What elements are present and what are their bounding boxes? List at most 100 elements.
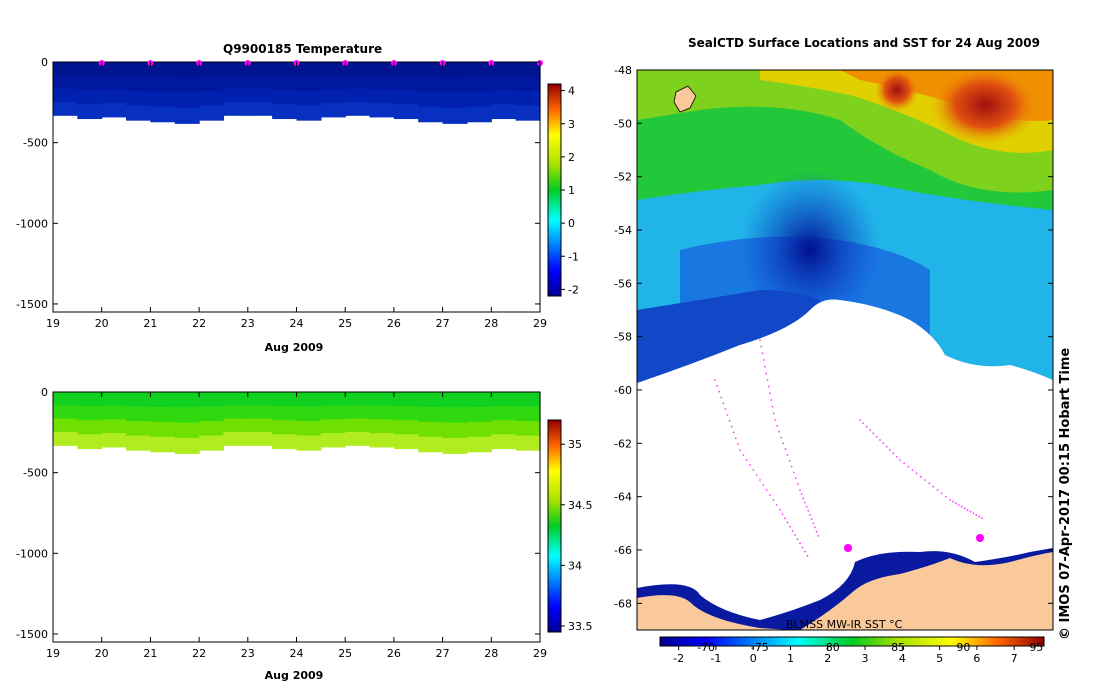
track-point: [882, 442, 885, 445]
track-point: [728, 419, 731, 422]
data-column-segment: [174, 422, 200, 439]
track-point: [895, 455, 898, 458]
data-column-segment: [223, 75, 249, 90]
data-column-segment: [272, 406, 298, 421]
data-column-segment: [466, 91, 492, 108]
data-column-segment: [223, 101, 249, 116]
track-point: [745, 459, 748, 461]
temperature-x-axis: 19 20 21 22 23 24 25 26 27 28 29: [46, 62, 547, 330]
track-point: [716, 384, 718, 387]
colorbar-tick-label: 1: [568, 184, 575, 197]
track-point: [792, 471, 795, 474]
data-column-segment: [491, 90, 517, 105]
sst-secondary-tick-label: 85: [891, 641, 905, 654]
data-column-segment: [101, 405, 127, 421]
data-column-segment: [174, 107, 200, 124]
lat-tick-label: -62: [614, 437, 632, 450]
track-point: [761, 352, 764, 355]
track-point: [869, 429, 871, 431]
data-column-segment: [272, 76, 298, 91]
data-column-segment: [369, 75, 395, 91]
data-column-segment: [53, 101, 78, 116]
data-column-segment: [320, 62, 346, 77]
data-column-segment: [174, 392, 200, 408]
y-tick-label: -1500: [16, 628, 48, 641]
temperature-x-label: Aug 2009: [265, 341, 324, 354]
data-column-segment: [101, 392, 127, 407]
track-point: [780, 436, 783, 439]
x-tick-label: 21: [143, 647, 157, 660]
data-column-segment: [199, 76, 225, 92]
track-point: [778, 430, 781, 433]
data-column-segment: [77, 420, 103, 435]
sst-tick-label: 5: [936, 652, 943, 665]
track-point: [772, 412, 775, 415]
sst-secondary-tick-label: 95: [1029, 641, 1043, 654]
track-point: [899, 459, 901, 461]
data-column-segment: [126, 435, 151, 451]
track-point: [720, 396, 723, 399]
data-column-segment: [247, 75, 273, 90]
data-column-segment: [150, 406, 176, 423]
x-tick-label: 26: [387, 317, 401, 330]
colorbar-tick-label: 0: [568, 217, 575, 230]
y-tick-label: 0: [41, 386, 48, 399]
data-column-segment: [53, 62, 78, 76]
track-point: [799, 489, 801, 491]
data-column-segment: [77, 76, 103, 91]
data-column-segment: [101, 419, 127, 434]
seal-position-1: [844, 544, 852, 552]
track-point: [862, 422, 865, 425]
data-column-segment: [418, 91, 444, 108]
track-point: [765, 489, 768, 491]
track-point: [791, 529, 794, 532]
track-point: [969, 510, 972, 513]
track-point: [790, 465, 793, 468]
map-title: SealCTD Surface Locations and SST for 24…: [688, 36, 1040, 50]
track-point: [771, 405, 774, 408]
track-point: [788, 459, 791, 462]
x-tick-label: 26: [387, 647, 401, 660]
sst-tick-label: 0: [750, 652, 757, 665]
data-column-segment: [369, 392, 395, 407]
salinity-section-plot: 0 -500 -1000 -1500 19 20 21 22 23 24 25 26 27 28 29 A…: [16, 386, 592, 682]
data-column-segment: [150, 106, 176, 123]
data-column-segment: [466, 62, 492, 78]
data-column-segment: [345, 392, 371, 406]
track-point: [776, 424, 778, 427]
track-point: [817, 534, 820, 537]
data-column-segment: [442, 107, 468, 124]
data-column-segment: [174, 407, 200, 424]
colorbar-tick-label: -2: [568, 283, 579, 296]
track-point: [760, 345, 763, 348]
track-point: [784, 517, 786, 520]
track-point: [872, 432, 875, 435]
track-point: [730, 425, 733, 428]
y-tick-label: 0: [41, 56, 48, 69]
data-column-segment: [491, 104, 517, 120]
x-tick-label: 28: [484, 317, 498, 330]
track-point: [739, 449, 741, 451]
track-point: [769, 494, 771, 496]
data-column-segment: [320, 433, 346, 448]
data-column-segment: [199, 62, 225, 78]
sst-secondary-tick-label: -70: [697, 641, 715, 654]
temperature-colorbar: [547, 83, 562, 297]
data-column-segment: [247, 431, 273, 446]
track-point: [940, 492, 943, 495]
track-point: [960, 505, 963, 508]
data-column-segment: [491, 76, 517, 91]
data-column-segment: [223, 392, 249, 406]
data-column-segment: [296, 105, 322, 121]
data-column-segment: [247, 88, 273, 103]
data-column-segment: [53, 431, 78, 446]
lat-tick-label: -52: [614, 171, 632, 184]
lat-tick-label: -68: [614, 597, 632, 610]
track-point: [718, 390, 721, 393]
x-tick-label: 27: [436, 647, 450, 660]
data-column-segment: [126, 392, 151, 408]
colorbar-tick-label: 4: [568, 85, 575, 98]
data-column-segment: [296, 435, 322, 451]
track-point: [936, 489, 939, 491]
track-point: [952, 500, 954, 503]
